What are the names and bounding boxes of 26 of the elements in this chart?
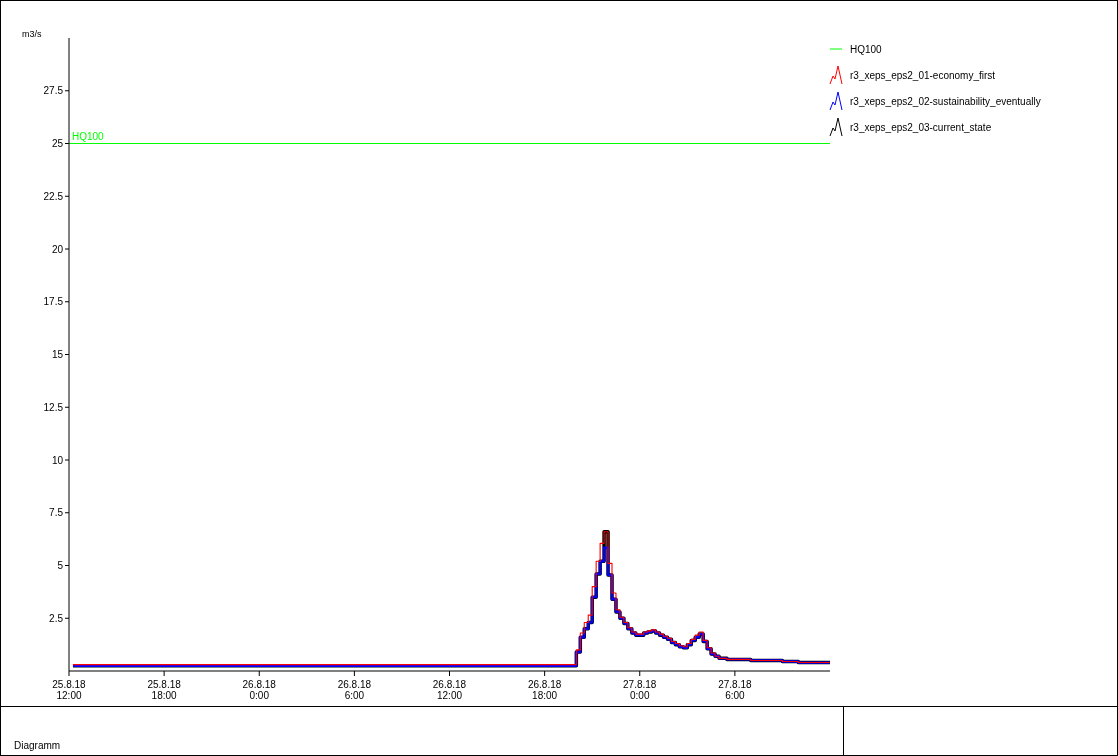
y-tick-label: 7.5 [49,507,64,519]
y-tick-label: 17.5 [43,296,64,308]
text: Diagramm [14,740,61,751]
x-tick-label: 25.8.18 18:00 [147,679,182,701]
y-axis-title: m3/s [22,29,42,40]
legend-label: r3_xeps_eps2_01-economy_first [850,69,996,81]
x-tick-label: 25.8.18 12:00 [52,679,87,701]
y-tick-label: 27.5 [43,85,64,97]
y-tick-label: 25 [51,138,64,150]
y-tick-label: 20 [51,243,64,255]
y-tick-label: 10 [51,454,64,466]
x-tick-label: 26.8.18 6:00 [337,679,372,701]
y-tick-label: 2.5 [49,612,64,624]
x-tick-label: 26.8.18 0:00 [242,679,277,701]
y-tick-label: 5 [57,560,64,572]
x-tick-label: 26.8.18 18:00 [527,679,562,701]
x-tick-label: 27.8.18 6:00 [718,679,752,701]
y-tick-label: 15 [51,349,64,361]
y-tick-label: 12.5 [43,401,64,413]
y-tick-label: 22.5 [43,190,64,202]
x-tick-label: 26.8.18 12:00 [432,679,467,701]
legend-label: r3_xeps_eps2_03-current_state [850,121,992,133]
x-tick-label: 27.8.18 0:00 [623,679,657,701]
text: HQ100 [850,43,882,55]
ref-line-label: HQ100 [72,130,105,142]
legend-label: r3_xeps_eps2_02-sustainability_eventually [850,95,1041,107]
